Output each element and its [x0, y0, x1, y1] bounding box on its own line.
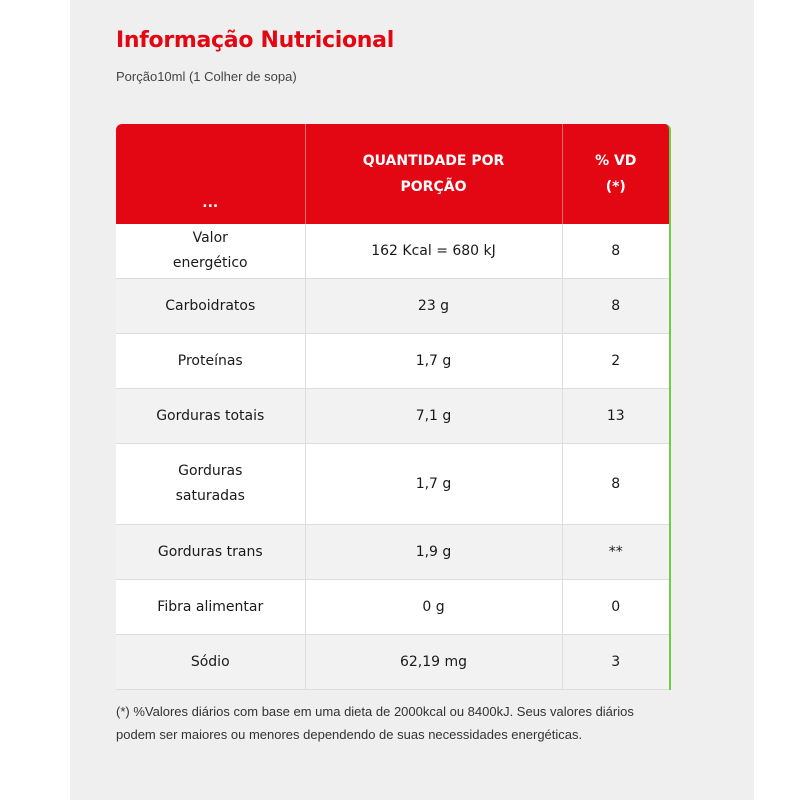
- nutrient-name: Gorduras totais: [116, 388, 306, 444]
- nutrient-name: Gorduras trans: [116, 524, 306, 580]
- nutrient-vd: 8: [562, 443, 669, 525]
- nutrient-vd: 8: [562, 224, 669, 279]
- nutrient-vd: 13: [562, 388, 669, 444]
- nutrient-vd: 2: [562, 333, 669, 389]
- table-row: Carboidratos 23 g 8: [116, 278, 669, 334]
- header-daily-value: % VD (*): [562, 124, 669, 224]
- table-row: Fibra alimentar 0 g 0: [116, 579, 669, 635]
- nutrient-vd: 3: [562, 634, 669, 690]
- table-header-row: ... QUANTIDADE POR PORÇÃO % VD (*): [116, 124, 669, 224]
- nutrition-table-container: ... QUANTIDADE POR PORÇÃO % VD (*) Valor e…: [116, 124, 671, 690]
- nutrient-vd: 8: [562, 278, 669, 334]
- portion-info: Porção10ml (1 Colher de sopa): [116, 69, 297, 84]
- nutrient-amount: 162 Kcal = 680 kJ: [305, 224, 563, 279]
- nutrient-name: Valor energético: [116, 224, 306, 279]
- table-row: Sódio 62,19 mg 3: [116, 634, 669, 690]
- nutrient-amount: 1,7 g: [305, 333, 563, 389]
- nutrient-vd: **: [562, 524, 669, 580]
- nutrition-table: ... QUANTIDADE POR PORÇÃO % VD (*) Valor e…: [116, 124, 669, 690]
- page-title: Informação Nutricional: [116, 28, 394, 53]
- header-nutrient: ...: [116, 124, 306, 224]
- table-row: Proteínas 1,7 g 2: [116, 333, 669, 389]
- table-row: Valor energético 162 Kcal = 680 kJ 8: [116, 224, 669, 279]
- nutrient-name: Carboidratos: [116, 278, 306, 334]
- nutrient-amount: 23 g: [305, 278, 563, 334]
- footnote: (*) %Valores diários com base em uma die…: [116, 704, 634, 742]
- nutrient-name: Fibra alimentar: [116, 579, 306, 635]
- header-amount: QUANTIDADE POR PORÇÃO: [305, 124, 563, 224]
- nutrient-vd: 0: [562, 579, 669, 635]
- table-row: Gorduras totais 7,1 g 13: [116, 388, 669, 444]
- nutrient-amount: 1,7 g: [305, 443, 563, 525]
- nutrient-name: Gorduras saturadas: [116, 443, 306, 525]
- nutrient-name: Sódio: [116, 634, 306, 690]
- nutrient-name: Proteínas: [116, 333, 306, 389]
- table-row: Gorduras trans 1,9 g **: [116, 524, 669, 580]
- table-row: Gorduras saturadas 1,7 g 8: [116, 443, 669, 525]
- nutrient-amount: 62,19 mg: [305, 634, 563, 690]
- nutrient-amount: 7,1 g: [305, 388, 563, 444]
- nutrient-amount: 1,9 g: [305, 524, 563, 580]
- nutrient-amount: 0 g: [305, 579, 563, 635]
